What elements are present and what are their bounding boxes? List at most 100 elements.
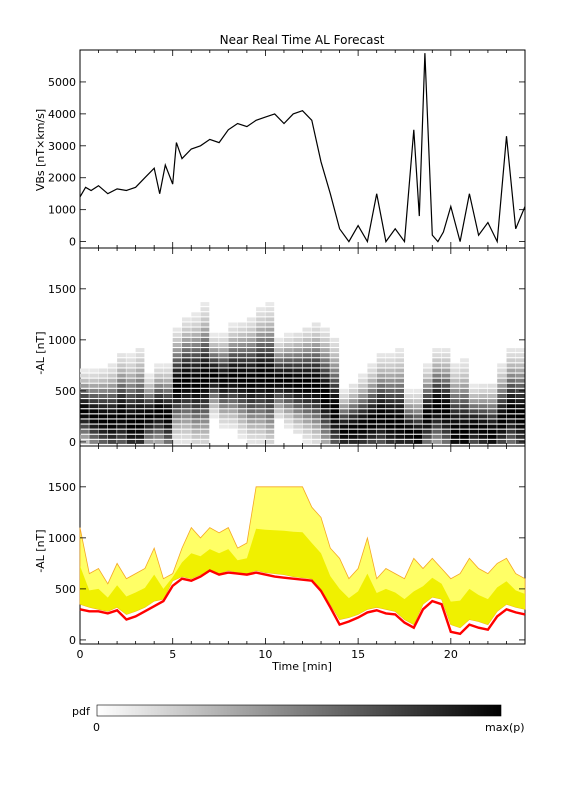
pdf-cell	[98, 409, 108, 414]
pdf-cell	[191, 419, 201, 424]
pdf-cell	[385, 424, 395, 429]
colorbar-gradient	[96, 704, 502, 717]
pdf-cell	[256, 337, 265, 342]
pdf-cell	[358, 383, 367, 388]
pdf-cell	[191, 353, 201, 358]
pdf-cell	[246, 434, 256, 439]
pdf-cell	[478, 424, 488, 429]
pdf-cell	[311, 363, 321, 368]
pdf-cell	[126, 419, 136, 424]
pdf-cell	[469, 429, 479, 434]
pdf-cell	[423, 419, 432, 424]
pdf-cell	[89, 383, 99, 388]
pdf-cell	[256, 429, 265, 434]
pdf-cell	[126, 409, 136, 414]
pdf-cell	[515, 383, 525, 388]
pdf-cell	[246, 404, 256, 409]
pdf-cell	[506, 383, 516, 388]
pdf-cell	[200, 394, 210, 398]
pdf-cell	[469, 439, 479, 444]
pdf-cell	[376, 373, 386, 378]
pdf-cell	[367, 404, 377, 409]
pdf-cell	[515, 373, 525, 378]
pdf-cell	[376, 358, 386, 363]
pdf-cell	[191, 424, 201, 429]
pdf-cell	[460, 394, 469, 398]
pdf-cell	[98, 434, 108, 439]
pdf-cell	[256, 312, 265, 317]
pdf-cell	[293, 414, 302, 419]
pdf-cell	[274, 394, 284, 398]
pdf-cell	[413, 429, 423, 434]
pdf-cell	[506, 394, 516, 398]
pdf-cell	[98, 388, 108, 393]
pdf-cell	[200, 388, 210, 393]
pdf-cell	[404, 388, 414, 393]
pdf-cell	[302, 343, 312, 347]
pdf-cell	[265, 317, 275, 322]
pdf-cell	[191, 348, 201, 353]
pdf-cell	[219, 419, 228, 424]
pdf-cell	[274, 378, 284, 383]
pdf-cell	[98, 378, 108, 383]
pdf-cell	[228, 424, 238, 429]
pdf-cell	[339, 409, 349, 414]
pdf-cell	[209, 363, 219, 368]
pdf-cell	[191, 312, 201, 317]
pdf-cell	[117, 388, 126, 393]
pdf-cell	[311, 404, 321, 409]
pdf-cell	[256, 388, 265, 393]
pdf-cell	[385, 439, 395, 444]
pdf-cell	[154, 388, 163, 393]
pdf-cell	[423, 424, 432, 429]
pdf-cell	[497, 388, 506, 393]
pdf-cell	[107, 414, 117, 419]
pdf-cell	[200, 378, 210, 383]
pdf-cell	[274, 348, 284, 353]
pdf-cell	[385, 434, 395, 439]
pdf-cell	[284, 363, 293, 368]
pdf-cell	[423, 368, 432, 373]
pdf-cell	[450, 388, 460, 393]
pdf-cell	[302, 348, 312, 353]
pdf-cell	[376, 378, 386, 383]
pdf-cell	[395, 388, 404, 393]
pdf-cell	[246, 368, 256, 373]
pdf-cell	[330, 434, 340, 439]
pdf-cell	[191, 343, 201, 347]
pdf-cell	[246, 439, 256, 444]
pdf-cell	[515, 363, 525, 368]
pdf-cell	[107, 399, 117, 404]
pdf-cell	[209, 399, 219, 404]
pdf-cell	[98, 404, 108, 409]
pdf-cell	[469, 434, 479, 439]
pdf-cell	[385, 373, 395, 378]
pdf-cell	[191, 388, 201, 393]
pdf-cell	[284, 337, 293, 342]
pdf-cell	[265, 307, 275, 312]
pdf-cell	[423, 414, 432, 419]
pdf-cell	[182, 373, 191, 378]
pdf-cell	[515, 358, 525, 363]
pdf-cell	[219, 383, 228, 388]
pdf-cell	[293, 419, 302, 424]
pdf-cell	[367, 424, 377, 429]
pdf-cell	[441, 404, 451, 409]
pdf-cell	[441, 409, 451, 414]
pdf-cell	[515, 353, 525, 358]
pdf-cell	[117, 378, 126, 383]
pdf-cell	[274, 399, 284, 404]
vbs-panel-frame	[79, 49, 526, 249]
pdf-cell	[432, 399, 442, 404]
pdf-cell	[432, 419, 442, 424]
pdf-cell	[219, 404, 228, 409]
pdf-cell	[460, 409, 469, 414]
pdf-cell	[358, 404, 367, 409]
forecast-ylabel: -AL [nT]	[34, 529, 47, 572]
pdf-cell	[219, 378, 228, 383]
pdf-cell	[423, 409, 432, 414]
pdf-cell	[172, 337, 182, 342]
pdf-cell	[293, 399, 302, 404]
pdf-cell	[144, 378, 154, 383]
pdf-cell	[154, 434, 163, 439]
